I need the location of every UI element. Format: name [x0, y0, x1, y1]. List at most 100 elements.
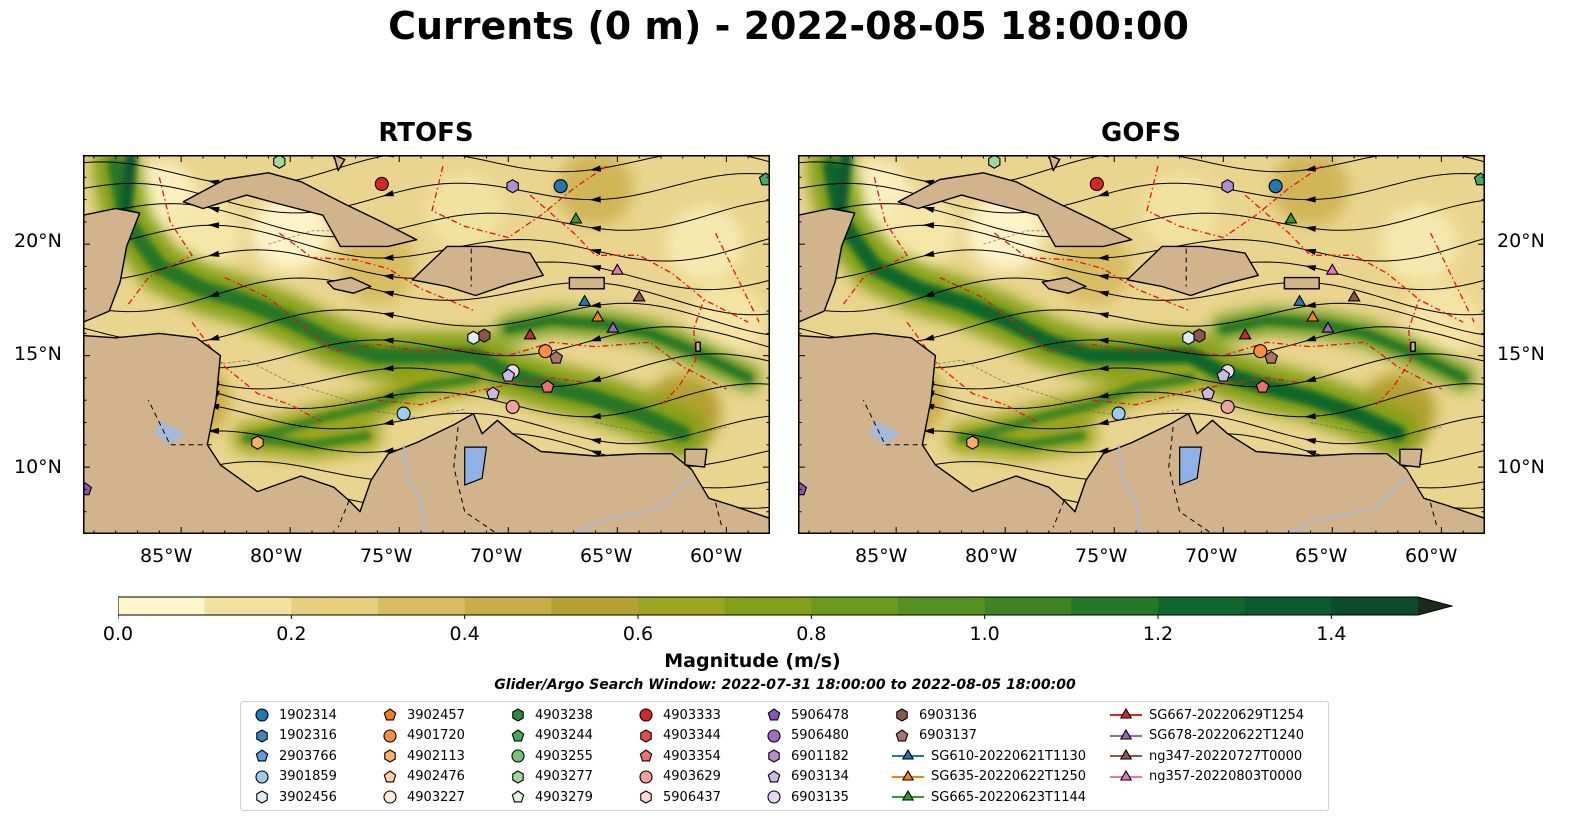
legend-label: 4903629 — [663, 769, 721, 785]
legend-item: 5906437 — [635, 787, 721, 807]
legend-line-triangle-icon — [892, 769, 924, 781]
colorbar-label: Magnitude (m/s) — [664, 650, 841, 672]
marker-ng347-20220727t0000 — [1347, 290, 1361, 302]
legend-item: 4902476 — [379, 767, 465, 787]
legend-label: 4901720 — [407, 728, 465, 744]
legend-label: 5906437 — [663, 789, 721, 805]
colorbar-tick-label: 0.8 — [796, 623, 827, 645]
legend-item: 4903354 — [635, 746, 721, 766]
legend-circle-icon — [767, 729, 781, 743]
marker-5906478 — [798, 482, 808, 496]
legend-circle-icon — [383, 790, 397, 804]
legend-circle-icon — [511, 749, 525, 763]
marker-4903244 — [758, 172, 770, 186]
marker-4903277 — [273, 155, 286, 169]
legend-label: 1902316 — [279, 728, 337, 744]
lat-label-15n-left: 15°N — [14, 343, 62, 365]
legend-circle-icon — [767, 790, 781, 804]
legend-item: 4903255 — [507, 746, 593, 766]
legend-label: 3902456 — [279, 789, 337, 805]
legend-circle-icon — [255, 770, 269, 784]
marker-6903137 — [1264, 350, 1279, 364]
legend-item: 3902456 — [251, 787, 337, 807]
legend-pentagon-icon — [639, 749, 653, 762]
legend-label: ng357-20220803T0000 — [1149, 769, 1303, 785]
legend-item: SG667-20220629T1254 — [1109, 705, 1304, 725]
marker-4903277 — [988, 155, 1001, 169]
marker-6903137 — [549, 350, 564, 364]
legend-label: SG665-20220623T1144 — [931, 789, 1087, 805]
marker-sg610-20220621t1130 — [578, 294, 592, 306]
legend-label: 6903137 — [919, 728, 977, 744]
legend-item: 6901182 — [763, 746, 849, 766]
legend-hexagon-icon — [256, 790, 268, 805]
legend-item: 4903344 — [635, 726, 721, 746]
legend-item: SG665-20220623T1144 — [891, 787, 1086, 807]
legend-label: 4903238 — [535, 707, 593, 723]
lon-label-85w-gofs: 85°W — [855, 545, 908, 567]
legend-item: SG635-20220622T1250 — [891, 767, 1086, 787]
legend-hexagon-icon — [512, 708, 524, 722]
colorbar-tick-label: 0.4 — [449, 623, 480, 645]
lat-label-20n-left: 20°N — [14, 230, 62, 252]
legend-label: 4903333 — [663, 707, 721, 723]
lon-label-75w-gofs: 75°W — [1075, 545, 1128, 567]
panel-title-gofs: GOFS — [1101, 118, 1181, 148]
legend-hexagon-icon — [640, 728, 652, 743]
legend-hexagon-icon — [512, 770, 524, 784]
legend-item: 4903629 — [635, 767, 721, 787]
marker-4903629 — [1220, 399, 1235, 414]
marker-1902314 — [1268, 179, 1283, 194]
marker-ng357-20220803t0000 — [1325, 263, 1339, 275]
marker-6903134 — [1201, 386, 1215, 400]
marker-4902113 — [966, 435, 979, 450]
legend-line-triangle-icon — [892, 790, 924, 801]
legend-item: 4902113 — [379, 746, 465, 766]
rtofs-map — [83, 155, 770, 534]
marker-ng357-20220803t0000 — [610, 263, 624, 275]
legend-item: 6903137 — [891, 726, 977, 746]
marker-4901720 — [1253, 344, 1268, 359]
legend-circle-icon — [639, 770, 653, 784]
legend-item: 6903134 — [763, 767, 849, 787]
lon-label-65w-rtofs: 65°W — [580, 545, 633, 567]
legend-label: 6901182 — [791, 748, 849, 764]
legend-item: 5906478 — [763, 705, 849, 725]
legend-item: 4903238 — [507, 705, 593, 725]
legend-label: 5906478 — [791, 707, 849, 723]
marker-sg635-20220622t1250 — [1306, 310, 1320, 322]
lon-label-80w-rtofs: 80°W — [250, 545, 303, 567]
legend-item: 6903135 — [763, 787, 849, 807]
legend-pentagon-icon — [383, 708, 397, 721]
legend-item: 2903766 — [251, 746, 337, 766]
colorbar-tick-label: 0.6 — [622, 623, 654, 645]
legend-hexagon-icon — [256, 728, 268, 743]
marker-4903354 — [540, 379, 555, 393]
legend-label: 3901859 — [279, 769, 337, 785]
marker-6903134 — [486, 386, 500, 400]
marker-6901182 — [1221, 179, 1234, 194]
lon-label-70w-rtofs: 70°W — [470, 545, 523, 567]
marker-sg610-20220621t1130 — [1293, 294, 1307, 306]
legend-label: 1902314 — [279, 707, 337, 723]
marker-3901859 — [396, 406, 411, 421]
legend-label: 4903244 — [535, 728, 593, 744]
legend-pentagon-icon — [383, 770, 397, 783]
lat-label-20n-right: 20°N — [1497, 230, 1545, 252]
gofs-map — [798, 155, 1485, 534]
legend-label: 4903279 — [535, 789, 593, 805]
marker-6903134 — [501, 368, 516, 382]
marker-4903333 — [1089, 176, 1104, 192]
lon-label-60w-gofs: 60°W — [1405, 545, 1458, 567]
marker-4903244 — [1473, 172, 1485, 186]
lat-label-10n-left: 10°N — [14, 456, 62, 478]
marker-3902456 — [467, 330, 480, 345]
marker-4903354 — [1255, 379, 1270, 393]
legend-label: SG678-20220622T1240 — [1149, 728, 1305, 744]
lon-label-60w-rtofs: 60°W — [690, 545, 743, 567]
panel-title-rtofs: RTOFS — [378, 118, 474, 148]
legend-label: 5906480 — [791, 728, 849, 744]
legend-item: 3902457 — [379, 705, 465, 725]
legend-label: 6903136 — [919, 707, 977, 723]
marker-sg678-20220622t1240 — [1321, 321, 1335, 333]
